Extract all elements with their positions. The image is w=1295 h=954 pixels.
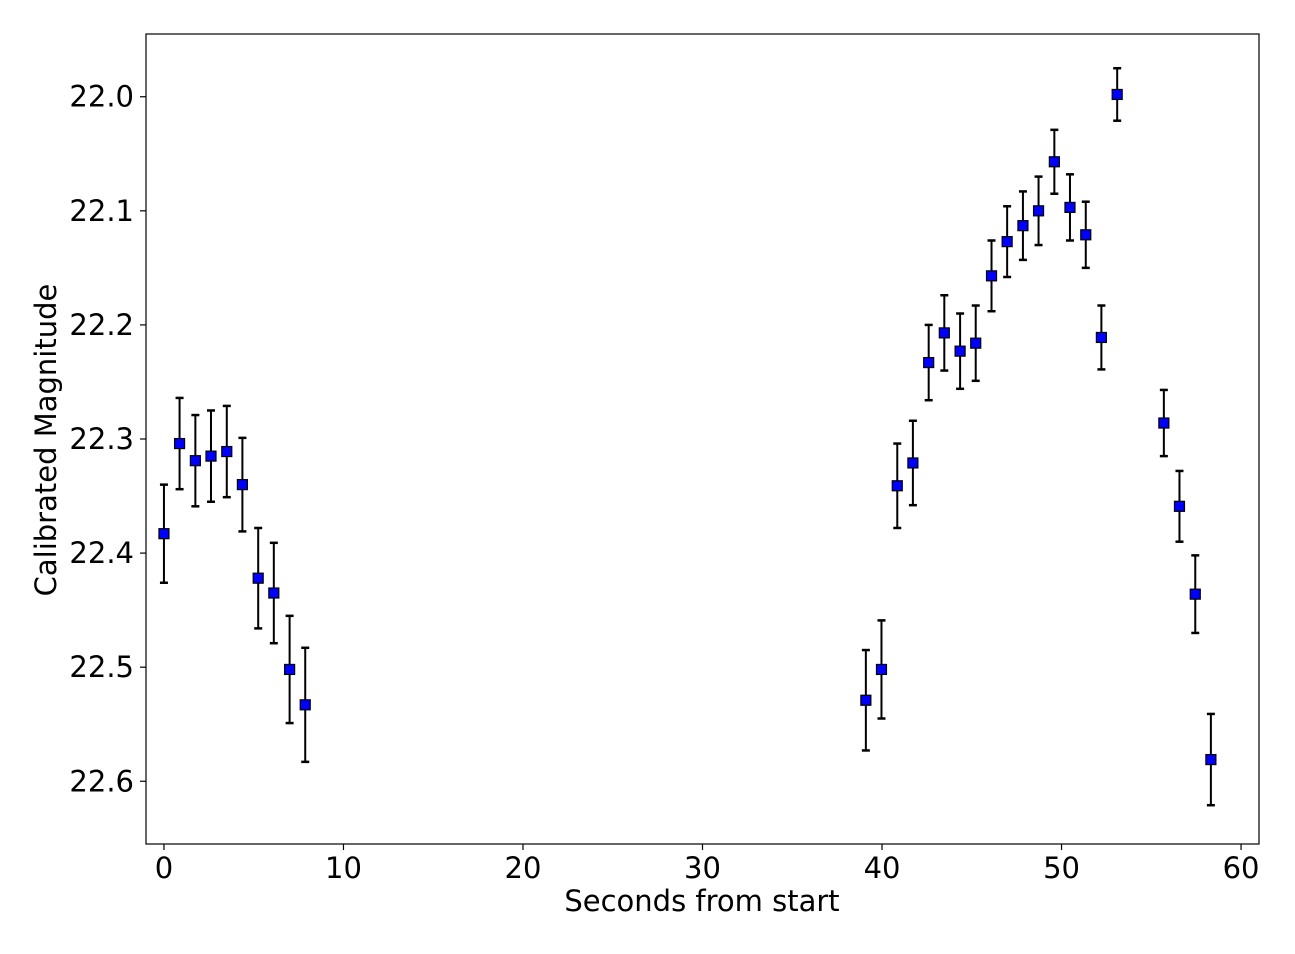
data-point-15 xyxy=(938,327,950,339)
data-point-8 xyxy=(284,663,296,676)
y-tick-label-2: 22.2 xyxy=(69,308,134,342)
data-point-18 xyxy=(985,270,998,282)
y-axis-ticks: 22.0 22.1 22.2 22.3 22.4 22.5 22.6 xyxy=(69,80,146,798)
x-tick-label-4: 40 xyxy=(864,851,901,885)
data-point-30 xyxy=(1205,753,1217,766)
plot-area-border xyxy=(145,33,1260,845)
x-tick-label-0: 0 xyxy=(155,851,173,885)
data-point-14 xyxy=(923,356,935,369)
data-point-5 xyxy=(236,479,249,491)
data-point-4 xyxy=(221,445,233,458)
data-point-22 xyxy=(1048,156,1060,168)
x-axis-label: Seconds from start xyxy=(564,884,839,918)
y-tick-label-4: 22.4 xyxy=(69,536,134,570)
data-point-27 xyxy=(1158,417,1170,429)
y-axis-label: Calibrated Magnitude xyxy=(29,284,63,597)
x-axis-ticks: 0 10 20 30 40 50 60 xyxy=(155,844,1260,885)
data-point-20 xyxy=(1017,220,1029,232)
data-point-29 xyxy=(1189,588,1201,600)
x-tick-label-3: 30 xyxy=(684,851,721,885)
data-point-21 xyxy=(1032,205,1045,217)
data-point-9 xyxy=(299,699,311,711)
x-tick-label-1: 10 xyxy=(325,851,362,885)
data-point-3 xyxy=(205,450,217,462)
data-point-28 xyxy=(1173,500,1186,512)
data-point-26 xyxy=(1111,88,1123,101)
data-point-7 xyxy=(268,587,280,599)
data-point-10 xyxy=(860,694,872,706)
data-point-25 xyxy=(1095,331,1107,344)
plot-frame xyxy=(145,33,1260,845)
data-point-6 xyxy=(252,572,264,584)
data-point-1 xyxy=(173,437,186,450)
data-point-0 xyxy=(158,528,170,540)
data-point-16 xyxy=(954,345,966,357)
data-point-24 xyxy=(1080,229,1092,241)
x-tick-label-2: 20 xyxy=(505,851,542,885)
data-markers xyxy=(158,88,1217,766)
data-point-13 xyxy=(907,457,919,469)
y-tick-label-1: 22.1 xyxy=(69,194,134,228)
errorbars xyxy=(159,66,1215,807)
y-tick-label-3: 22.3 xyxy=(69,422,134,456)
x-tick-label-5: 50 xyxy=(1043,851,1080,885)
data-point-11 xyxy=(875,663,888,676)
y-tick-label-5: 22.5 xyxy=(69,650,134,684)
data-point-19 xyxy=(1001,236,1013,248)
x-tick-label-6: 60 xyxy=(1223,851,1260,885)
data-point-12 xyxy=(891,480,903,492)
data-point-23 xyxy=(1064,201,1076,214)
y-tick-label-6: 22.6 xyxy=(69,764,134,798)
y-tick-label-0: 22.0 xyxy=(69,80,134,114)
data-point-2 xyxy=(189,455,201,467)
data-point-17 xyxy=(970,337,982,349)
